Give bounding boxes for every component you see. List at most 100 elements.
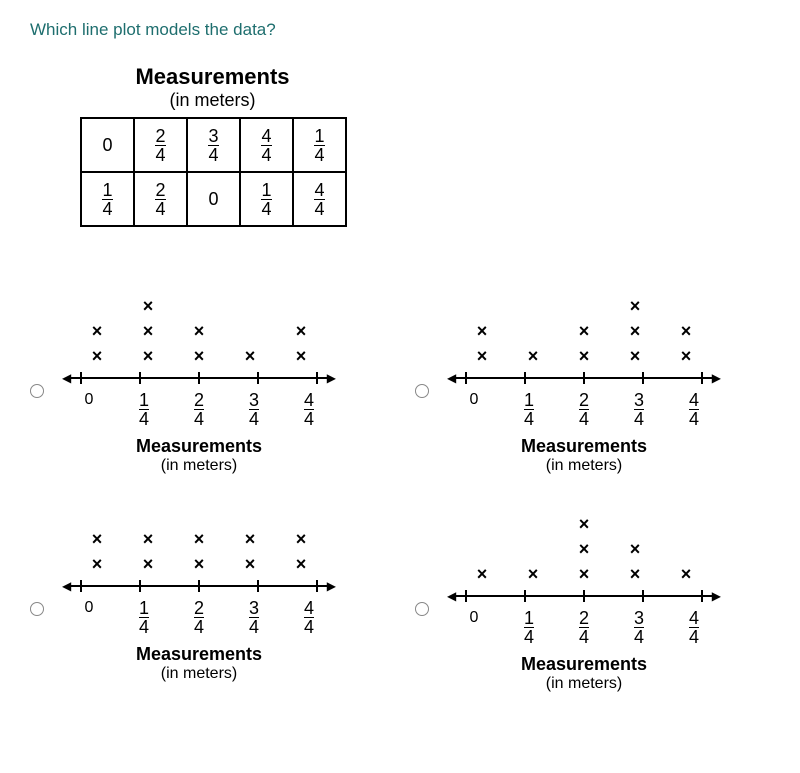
axis-arrow-left-icon: ◀ (447, 590, 456, 602)
x-mark: × (477, 564, 488, 585)
table-title: Measurements (80, 64, 345, 90)
data-table-wrap: Measurements (in meters) 024344414142401… (80, 64, 770, 227)
table-cell: 24 (134, 172, 187, 226)
tick-label: 24 (182, 391, 216, 428)
plot-subtitle: (in meters) (64, 665, 334, 683)
x-mark: × (245, 554, 256, 575)
option[interactable]: ××××××××××◀▶014243444Measurements(in met… (30, 515, 385, 693)
x-mark: × (194, 554, 205, 575)
axis-arrow-right-icon: ▶ (712, 372, 721, 384)
option[interactable]: × × × × × × × × ◀ ▶ 0 14 24 34 44 Measurements(in meter… (415, 515, 770, 693)
x-mark: × (92, 321, 103, 342)
question-text: Which line plot models the data? (30, 20, 770, 40)
option[interactable]: ××××××××××◀▶014243444Measurements(in met… (415, 297, 770, 475)
tick-label: 14 (512, 609, 546, 646)
table-cell: 44 (240, 118, 293, 172)
x-mark: × (630, 346, 641, 367)
tick-label: 34 (237, 599, 271, 636)
plot-title: Measurements (64, 644, 334, 665)
x-mark: × (681, 321, 692, 342)
line-plot: × × × × × × × × × × ◀ ▶ 0 14 24 34 44 Measurements(in met… (64, 297, 334, 475)
tick-label: 0 (457, 391, 491, 428)
plot-subtitle: (in meters) (449, 457, 719, 475)
x-mark: × (143, 529, 154, 550)
radio-button[interactable] (30, 384, 44, 398)
tick-label: 44 (292, 599, 326, 636)
tick-label: 24 (567, 609, 601, 646)
x-mark: × (579, 539, 590, 560)
axis-arrow-left-icon: ◀ (62, 580, 71, 592)
tick-label: 34 (622, 391, 656, 428)
x-mark: × (528, 564, 539, 585)
radio-button[interactable] (415, 602, 429, 616)
radio-button[interactable] (30, 602, 44, 616)
table-cell: 44 (293, 172, 346, 226)
line-plot: × × × × × × × × ◀ ▶ 0 14 24 34 44 Measurements(in meter… (449, 515, 719, 693)
x-mark: × (579, 514, 590, 535)
x-mark: × (630, 564, 641, 585)
x-mark: × (296, 554, 307, 575)
x-mark: × (245, 346, 256, 367)
table-cell: 14 (81, 172, 134, 226)
x-mark: × (194, 321, 205, 342)
x-mark: × (681, 346, 692, 367)
options-grid: ××××××××××◀▶014243444Measurements(in met… (30, 297, 770, 693)
table-subtitle: (in meters) (80, 90, 345, 111)
tick-label: 34 (622, 609, 656, 646)
radio-button[interactable] (415, 384, 429, 398)
x-mark: × (681, 564, 692, 585)
data-table: 024344414142401444 (80, 117, 347, 227)
axis-arrow-right-icon: ▶ (327, 372, 336, 384)
plot-title: Measurements (449, 654, 719, 675)
table-cell: 34 (187, 118, 240, 172)
x-mark: × (194, 529, 205, 550)
x-mark: × (477, 321, 488, 342)
line-plot: ××××××××××◀▶014243444Measurements(in met… (449, 297, 719, 475)
axis-arrow-right-icon: ▶ (327, 580, 336, 592)
x-mark: × (528, 346, 539, 367)
plot-title: Measurements (449, 436, 719, 457)
x-mark: × (92, 346, 103, 367)
x-mark: × (245, 529, 256, 550)
plot-subtitle: (in meters) (449, 675, 719, 693)
tick-label: 14 (512, 391, 546, 428)
x-mark: × (296, 346, 307, 367)
tick-label: 0 (457, 609, 491, 646)
x-mark: × (630, 321, 641, 342)
x-mark: × (477, 346, 488, 367)
plot-title: Measurements (64, 436, 334, 457)
x-mark: × (143, 321, 154, 342)
line-plot: ××××××××××◀▶014243444Measurements(in met… (64, 525, 334, 683)
x-mark: × (296, 321, 307, 342)
x-mark: × (143, 296, 154, 317)
tick-label: 44 (292, 391, 326, 428)
x-mark: × (579, 346, 590, 367)
tick-label: 34 (237, 391, 271, 428)
x-mark: × (143, 346, 154, 367)
x-mark: × (194, 346, 205, 367)
option[interactable]: × × × × × × × × × × ◀ ▶ 0 14 24 34 44 Measurements(in met… (30, 297, 385, 475)
table-cell: 14 (240, 172, 293, 226)
plot-subtitle: (in meters) (64, 457, 334, 475)
tick-label: 44 (677, 391, 711, 428)
x-mark: × (92, 529, 103, 550)
table-cell: 24 (134, 118, 187, 172)
x-mark: × (296, 529, 307, 550)
x-mark: × (579, 564, 590, 585)
table-cell: 14 (293, 118, 346, 172)
tick-label: 14 (127, 599, 161, 636)
tick-label: 44 (677, 609, 711, 646)
axis-arrow-left-icon: ◀ (447, 372, 456, 384)
x-mark: × (143, 554, 154, 575)
x-mark: × (630, 539, 641, 560)
table-cell: 0 (81, 118, 134, 172)
x-mark: × (630, 296, 641, 317)
tick-label: 14 (127, 391, 161, 428)
x-mark: × (92, 554, 103, 575)
tick-label: 0 (72, 391, 106, 428)
axis-arrow-left-icon: ◀ (62, 372, 71, 384)
x-mark: × (579, 321, 590, 342)
tick-label: 24 (182, 599, 216, 636)
axis-arrow-right-icon: ▶ (712, 590, 721, 602)
table-cell: 0 (187, 172, 240, 226)
